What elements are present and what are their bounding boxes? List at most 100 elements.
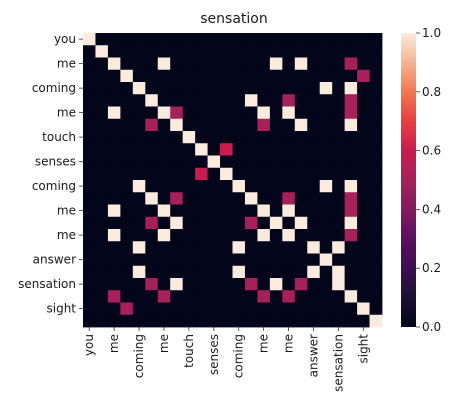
heatmap-cell (232, 290, 246, 303)
heatmap-cell (220, 69, 233, 83)
heatmap-cell (344, 143, 358, 156)
heatmap-cell (83, 94, 96, 107)
heatmap-cell (182, 253, 196, 267)
heatmap-cell (307, 45, 321, 58)
heatmap-cell (232, 314, 246, 328)
heatmap-cell (120, 167, 134, 181)
heatmap-cell (157, 265, 171, 279)
heatmap-cell (307, 192, 321, 205)
heatmap-cell (307, 180, 321, 193)
heatmap-cell (132, 180, 146, 193)
heatmap-cell (95, 216, 109, 230)
heatmap-cell (120, 253, 134, 267)
heatmap-cell (357, 204, 370, 218)
heatmap-cell (244, 216, 258, 230)
heatmap-cell (319, 265, 333, 279)
heatmap-cell (307, 131, 321, 144)
heatmap-cell (244, 167, 258, 181)
heatmap-cell (332, 33, 346, 46)
heatmap-cell (132, 131, 146, 144)
heatmap-cell (257, 278, 271, 291)
heatmap-cell (182, 265, 196, 279)
heatmap-cell (220, 94, 233, 107)
heatmap-cell (220, 143, 233, 156)
heatmap-cell (95, 253, 109, 267)
heatmap-cell (257, 143, 271, 156)
heatmap-cell (107, 45, 121, 58)
x-tick-label: answer (306, 334, 320, 377)
heatmap-cell (95, 33, 109, 46)
heatmap-cell (294, 314, 308, 328)
heatmap-cell (244, 69, 258, 83)
heatmap-cell (257, 192, 271, 205)
heatmap-cell (170, 57, 184, 71)
heatmap-cell (282, 106, 296, 120)
heatmap-cell (232, 241, 246, 254)
heatmap-cell (282, 192, 296, 205)
heatmap-cell (145, 69, 159, 83)
heatmap-cell (332, 241, 346, 254)
heatmap-cell (182, 241, 196, 254)
heatmap-cell (282, 302, 296, 316)
heatmap-cell (83, 290, 96, 303)
heatmap-cell (369, 192, 383, 205)
heatmap-cell (307, 253, 321, 267)
heatmap-cell (369, 241, 383, 254)
heatmap-cell (344, 57, 358, 71)
heatmap-cell (195, 253, 208, 267)
heatmap-cell (307, 33, 321, 46)
heatmap-cell (232, 265, 246, 279)
heatmap-cell (132, 106, 146, 120)
heatmap-cell (282, 167, 296, 181)
heatmap-cell (207, 33, 221, 46)
heatmap-cell (220, 216, 233, 230)
heatmap-cell (157, 290, 171, 303)
heatmap-cell (157, 302, 171, 316)
heatmap-cell (369, 106, 383, 120)
heatmap-cell (83, 314, 96, 328)
heatmap-cell (307, 290, 321, 303)
heatmap-cell (369, 33, 383, 46)
heatmap-cell (344, 82, 358, 95)
heatmap-cell (182, 94, 196, 107)
heatmap-cell (95, 143, 109, 156)
heatmap-cell (195, 204, 208, 218)
heatmap-cell (344, 192, 358, 205)
heatmap-cell (332, 278, 346, 291)
heatmap-cell (332, 69, 346, 83)
heatmap-cell (207, 314, 221, 328)
heatmap-cell (269, 155, 283, 169)
heatmap-cell (244, 45, 258, 58)
heatmap-cell (182, 131, 196, 144)
heatmap-cell (307, 314, 321, 328)
heatmap-cell (319, 204, 333, 218)
heatmap-cell (369, 45, 383, 58)
heatmap-cell (232, 57, 246, 71)
heatmap-cell (132, 253, 146, 267)
heatmap-cell (83, 302, 96, 316)
heatmap-cell (257, 265, 271, 279)
heatmap-cell (195, 192, 208, 205)
heatmap-cell (170, 278, 184, 291)
heatmap-cell (244, 131, 258, 144)
heatmap-cell (157, 253, 171, 267)
heatmap-cell (170, 167, 184, 181)
heatmap-cell (95, 229, 109, 242)
heatmap-cell (282, 229, 296, 242)
x-tick-label: me (107, 334, 121, 353)
colorbar-tick-label: 0.8 (422, 85, 441, 99)
heatmap-cell (120, 155, 134, 169)
heatmap-cell (319, 314, 333, 328)
heatmap-cell (344, 69, 358, 83)
heatmap-cell (232, 180, 246, 193)
heatmap-cell (83, 45, 96, 58)
heatmap-cell (232, 167, 246, 181)
heatmap-cell (145, 180, 159, 193)
heatmap-cell (257, 106, 271, 120)
heatmap-cell (294, 33, 308, 46)
heatmap-cell (207, 265, 221, 279)
heatmap-cell (269, 229, 283, 242)
heatmap-cell (257, 57, 271, 71)
heatmap-cell (83, 278, 96, 291)
heatmap-cell (319, 106, 333, 120)
